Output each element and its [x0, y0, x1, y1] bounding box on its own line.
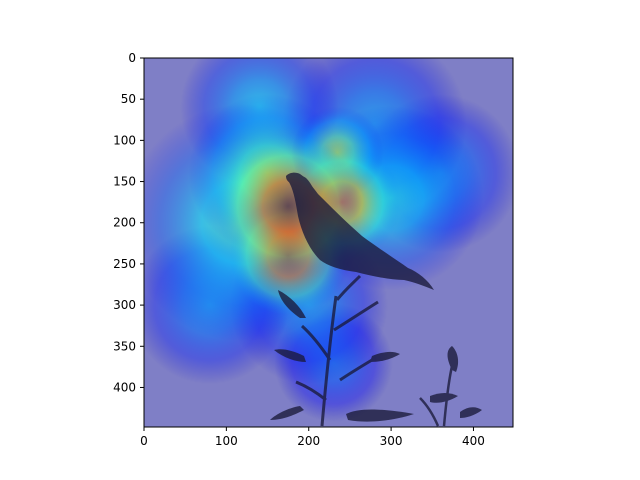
y-tick-label: 150	[113, 175, 136, 189]
y-tick-label: 400	[113, 380, 136, 394]
bird-photo-silhouette	[270, 172, 482, 427]
axes-frame	[143, 57, 514, 428]
y-tick-label: 250	[113, 257, 136, 271]
bird-head	[286, 174, 314, 190]
y-tick-label: 0	[128, 51, 136, 65]
plant-leaf	[430, 393, 458, 403]
plant-leaf	[346, 409, 414, 422]
plant-leaf	[447, 346, 459, 372]
x-tick-label: 100	[215, 434, 238, 448]
y-axis: 0 50 100 150 200 250 300 350 400	[113, 51, 144, 394]
bird-body	[286, 172, 434, 290]
y-tick-label: 350	[113, 339, 136, 353]
x-tick-label: 0	[140, 434, 148, 448]
x-tick-label: 300	[380, 434, 403, 448]
y-tick-label: 100	[113, 133, 136, 147]
x-axis: 0 100 200 300 400	[140, 427, 485, 448]
x-tick-label: 200	[297, 434, 320, 448]
plant-leaf	[278, 290, 306, 318]
plant-leaf	[274, 349, 306, 362]
y-tick-label: 50	[121, 92, 136, 106]
y-tick-label: 300	[113, 298, 136, 312]
plant-leaf	[270, 406, 304, 420]
y-tick-label: 200	[113, 216, 136, 230]
plant-leaf	[460, 407, 482, 418]
plant-stem	[295, 274, 379, 427]
x-tick-label: 400	[462, 434, 485, 448]
plant-leaf	[370, 351, 400, 362]
